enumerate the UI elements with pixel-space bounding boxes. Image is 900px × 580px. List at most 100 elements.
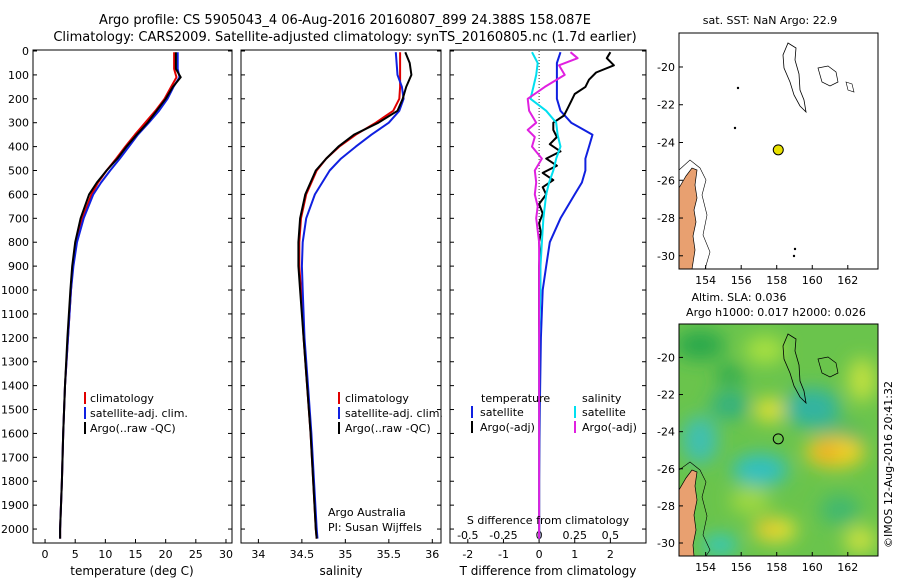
depth-tick-label: 1200 [1, 332, 29, 345]
difference-frame [449, 49, 647, 544]
legend-label-argo: Argo(..raw -QC) [345, 422, 431, 435]
x-tick-label: 34 [251, 548, 265, 561]
x-tick-label: 35.5 [377, 548, 402, 561]
legend-label-climatology: climatology [345, 392, 409, 405]
depth-tick-label: 900 [8, 260, 29, 273]
depth-tick-label: 1600 [1, 427, 29, 440]
difference-panel: -2 -1 0 1 2-0.5 -0.25 0 0.25 0.5 S difference fr… [449, 49, 647, 578]
depth-tick-label: 2000 [1, 523, 29, 536]
difference-legend-salinity: salinity satellite Argo(-adj) [574, 392, 637, 434]
map-y-tick-label: -30 [657, 250, 675, 263]
sla-map-frame [678, 323, 879, 557]
series-line-2 [59, 52, 181, 539]
sla-map-field [679, 324, 878, 556]
x-tick-label: 25 [189, 548, 203, 561]
difference-xlabel-top: S difference from climatology [467, 514, 630, 527]
sla-map-depth-contour [679, 461, 711, 556]
difference-xlabel: T difference from climatology [459, 564, 637, 578]
sla-map-title-line1: Altim. SLA: 0.036 [691, 291, 786, 304]
x-tick-label-T: 0 [536, 548, 543, 561]
map-y-tick-label: -24 [657, 137, 675, 150]
temperature-depth-axis: 0 100 200 300 400 500 600 700 800 900 1000 1100 1200… [1, 45, 232, 536]
legend-label-argo: Argo(..raw -QC) [90, 422, 176, 435]
legend-title-temperature: temperature [481, 392, 550, 405]
depth-tick-label: 700 [8, 212, 29, 225]
depth-tick-label: 300 [8, 117, 29, 130]
sla-map-float-marker [772, 433, 784, 445]
sst-map-reef-3 [793, 247, 797, 251]
map-x-tick-label: 156 [731, 274, 752, 287]
map-x-tick-label: 162 [837, 561, 858, 574]
sla-map-axes: 154 156 158 160 162 -20 -22 -24 -26 -28 -30 [657, 351, 858, 574]
sst-map-frame [678, 32, 879, 270]
x-tick-label-T: -1 [498, 548, 509, 561]
map-y-tick-label: -20 [657, 61, 675, 74]
series-line-3 [297, 51, 413, 539]
x-tick-label: 5 [72, 548, 79, 561]
salinity-lines [297, 51, 413, 539]
sst-map-float-marker [772, 144, 784, 156]
series-line-3 [59, 52, 182, 539]
x-tick-label: 35 [338, 548, 352, 561]
sla-map-australia-land [679, 469, 698, 556]
temperature-legend: climatology satellite-adj. clim. Argo(..… [84, 392, 188, 435]
map-y-tick-label: -22 [657, 99, 675, 112]
difference-x-axis: -2 -1 0 1 2-0.5 -0.25 0 0.25 0.5 [457, 529, 619, 561]
x-tick-label-S: -0.25 [489, 529, 517, 542]
legend-label-t-satellite: satellite [480, 406, 524, 419]
series-line-1 [59, 52, 178, 539]
legend-title-salinity: salinity [582, 392, 622, 405]
salinity-depth-ticks [241, 50, 441, 530]
sst-map-title: sat. SST: NaN Argo: 22.9 [703, 14, 837, 27]
legend-label-s-satellite: satellite [582, 406, 626, 419]
map-x-tick-label: 154 [695, 561, 716, 574]
depth-tick-label: 0 [22, 45, 29, 58]
x-tick-label-S: -0.5 [457, 529, 478, 542]
salinity-panel: 34 34.5 35 35.5 36 salinity climatology sate… [240, 49, 443, 578]
x-tick-label: 20 [159, 548, 173, 561]
sst-map-axes: 154 156 158 160 162 -20 -22 -24 -26 -28 -30 [657, 61, 858, 287]
legend-label-satellite: satellite-adj. clim. [90, 407, 188, 420]
salinity-legend: climatology satellite-adj. clim. Argo(..… [338, 392, 443, 435]
map-y-tick-label: -22 [657, 389, 675, 402]
sst-map-depth-contour [678, 159, 711, 270]
legend-label-s-argo: Argo(-adj) [582, 421, 637, 434]
x-tick-label: 36 [425, 548, 439, 561]
series-line-4 [526, 51, 579, 539]
map-x-tick-label: 162 [837, 274, 858, 287]
map-x-tick-label: 160 [802, 274, 823, 287]
x-tick-label: 15 [129, 548, 143, 561]
x-tick-label-S: 0.5 [602, 529, 620, 542]
temperature-x-axis: 0 5 10 15 20 25 30 [42, 539, 233, 561]
salinity-xlabel: salinity [319, 564, 362, 578]
sst-map-reef-4 [792, 254, 796, 258]
sla-map-new-caledonia [782, 333, 807, 405]
map-x-tick-label: 158 [766, 561, 787, 574]
salinity-frame [240, 49, 442, 544]
series-line-1 [538, 51, 594, 539]
depth-tick-label: 100 [8, 69, 29, 82]
depth-tick-label: 400 [8, 141, 29, 154]
map-x-tick-label: 154 [695, 274, 716, 287]
x-tick-label-T: -2 [462, 548, 473, 561]
depth-tick-label: 200 [8, 93, 29, 106]
depth-tick-label: 1900 [1, 499, 29, 512]
map-y-tick-label: -30 [657, 537, 675, 550]
sst-map-reef-contour [845, 81, 855, 93]
difference-depth-ticks [450, 50, 646, 530]
figure-title-line2: Climatology: CARS2009. Satellite-adjuste… [53, 30, 636, 45]
map-y-tick-label: -28 [657, 212, 675, 225]
depth-tick-label: 1000 [1, 284, 29, 297]
map-y-tick-label: -24 [657, 426, 675, 439]
x-tick-label-S: 0.25 [562, 529, 587, 542]
map-x-tick-label: 158 [766, 274, 787, 287]
depth-tick-label: 1100 [1, 308, 29, 321]
x-tick-label-T: 2 [607, 548, 614, 561]
salinity-annotation-line2: PI: Susan Wijffels [328, 521, 422, 534]
x-tick-label: 10 [98, 548, 112, 561]
difference-legend-temperature: temperature satellite Argo(-adj) [471, 392, 550, 434]
depth-tick-label: 1400 [1, 380, 29, 393]
sst-map-reef-2 [733, 126, 737, 130]
x-tick-label: 34.5 [290, 548, 315, 561]
